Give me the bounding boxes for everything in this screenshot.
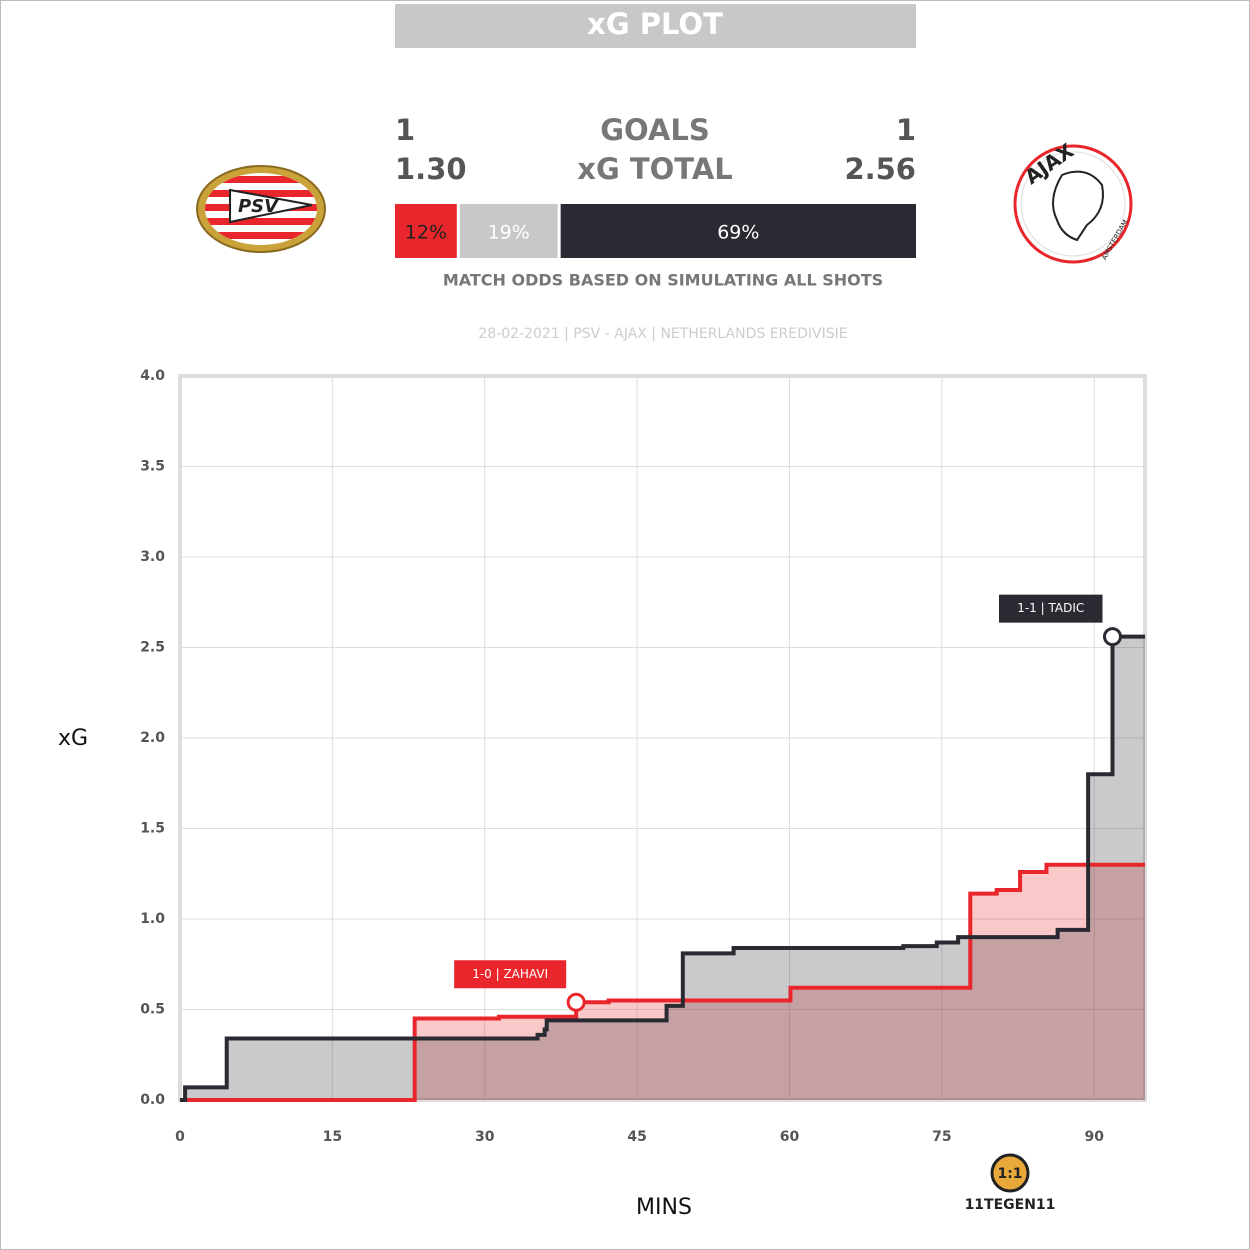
x-tick-label: 90 — [1084, 1129, 1104, 1145]
home-logo: PSV — [196, 165, 326, 253]
xg-area — [180, 864, 1145, 1100]
annotation-text: 1-1 | TADIC — [1017, 601, 1084, 615]
away-goals: 1 — [896, 113, 916, 147]
odds-label: 19% — [488, 222, 530, 244]
odds-segment — [459, 204, 558, 258]
goal-marker — [566, 992, 586, 1012]
y-tick-label: 4.0 — [140, 368, 165, 384]
annotation-text: 1-0 | ZAHAVI — [472, 967, 548, 981]
x-tick-label: 60 — [780, 1129, 800, 1145]
x-tick-label: 30 — [475, 1129, 495, 1145]
title-box — [395, 4, 916, 48]
y-tick-label: 0.0 — [140, 1092, 165, 1108]
x-tick-label: 75 — [932, 1129, 951, 1145]
home-goals: 1 — [395, 113, 415, 147]
title: xG PLOT — [587, 7, 723, 41]
away-logo: AJAX AMSTERDAM — [1013, 138, 1133, 264]
goals-label: GOALS — [600, 113, 710, 147]
y-tick-label: 3.0 — [140, 549, 165, 565]
xg-label: xG TOTAL — [577, 152, 733, 186]
svg-text:1:1: 1:1 — [997, 1166, 1022, 1182]
y-tick-label: 3.5 — [140, 459, 165, 475]
goal-marker — [1102, 627, 1122, 647]
x-axis-label: MINS — [636, 1195, 692, 1220]
x-tick-label: 0 — [175, 1129, 185, 1145]
brand-text: 11TEGEN11 — [965, 1197, 1056, 1213]
y-tick-label: 2.0 — [140, 730, 165, 746]
xg-area — [180, 636, 1145, 1100]
home-xg: 1.30 — [395, 152, 467, 186]
odds-segment — [560, 204, 916, 258]
y-tick-label: 0.5 — [140, 1002, 165, 1018]
y-tick-label: 2.5 — [140, 640, 165, 656]
odds-caption: MATCH ODDS BASED ON SIMULATING ALL SHOTS — [443, 271, 883, 290]
y-tick-label: 1.0 — [140, 911, 165, 927]
away-xg: 2.56 — [844, 152, 916, 186]
brand-logo: 1:1 11TEGEN11 — [965, 1153, 1056, 1213]
odds-segment — [395, 204, 457, 258]
y-tick-label: 1.5 — [140, 821, 165, 837]
home-logo-text: PSV — [238, 196, 280, 217]
xg-line — [180, 634, 1145, 1102]
annotation-box — [998, 594, 1103, 623]
xg-line — [180, 862, 1145, 1102]
y-axis-label: xG — [58, 726, 88, 751]
x-tick-label: 45 — [627, 1129, 646, 1145]
match-info: 28-02-2021 | PSV - AJAX | NETHERLANDS ER… — [478, 326, 847, 342]
odds-label: 69% — [717, 222, 759, 244]
x-tick-label: 15 — [323, 1129, 342, 1145]
annotation-box — [454, 960, 567, 989]
odds-bar: 12% 19% 69% — [395, 204, 916, 258]
odds-label: 12% — [405, 222, 447, 244]
plot: 0 15 30 45 60 75 90 0.0 0.5 1.0 1.5 2.0 2.5 3.0 3.5 4.0… — [140, 368, 1145, 1145]
